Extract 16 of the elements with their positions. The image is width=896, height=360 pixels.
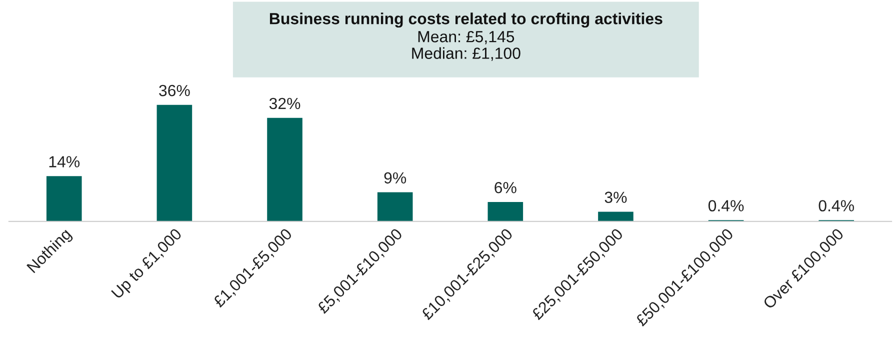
bar <box>377 192 413 222</box>
bar <box>488 202 524 222</box>
data-label: 0.4% <box>708 200 744 212</box>
chart-title: Business running costs related to crofting activities <box>270 12 662 28</box>
data-label: 14% <box>49 156 80 168</box>
data-label: 6% <box>494 182 516 194</box>
data-label: 0.4% <box>818 200 854 212</box>
data-label: 3% <box>604 192 627 203</box>
data-label: 32% <box>269 98 300 110</box>
data-label: 36% <box>159 84 190 96</box>
bar <box>156 104 192 222</box>
data-label: 9% <box>384 172 406 184</box>
chart-subtitle: Mean: £5,145 Median: £1,100 <box>412 31 520 61</box>
bar <box>267 118 302 222</box>
bar <box>598 212 634 222</box>
bar <box>46 176 82 222</box>
